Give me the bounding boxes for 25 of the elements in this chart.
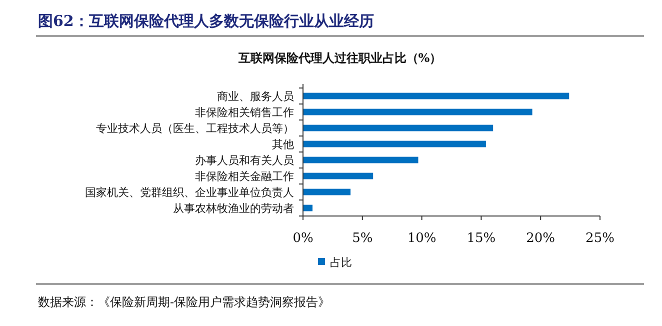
y-tick-label: 非保险相关销售工作 [195, 106, 294, 119]
x-tick-label: 0% [292, 231, 314, 246]
bar [303, 140, 486, 148]
chart-subtitle: 互联网保险代理人过往职业占比（%） [237, 51, 442, 65]
y-tick-label: 从事农林牧渔业的劳动者 [173, 202, 294, 215]
y-tick-label: 国家机关、党群组织、企业事业单位负责人 [85, 186, 294, 199]
source-note: 数据来源：《保险新周期-保险用户需求趋势洞察报告》 [38, 295, 330, 309]
chart-title: 图62：互联网保险代理人多数无保险行业从业经历 [38, 12, 374, 30]
x-tick-label: 15% [466, 231, 496, 246]
bar [303, 92, 570, 100]
y-tick-label: 其他 [272, 138, 294, 151]
x-tick-label: 5% [352, 231, 373, 246]
x-tick-label: 10% [407, 231, 436, 246]
x-tick-label: 25% [586, 231, 614, 246]
bar [303, 172, 374, 180]
y-tick-label: 办事人员和有关人员 [195, 154, 294, 167]
y-tick-label: 商业、服务人员 [217, 90, 294, 103]
bar [303, 188, 351, 196]
y-tick-label: 专业技术人员（医生、工程技术人员等） [96, 122, 294, 135]
bar [303, 156, 418, 164]
y-tick-label: 非保险相关金融工作 [195, 170, 294, 183]
bar [303, 124, 494, 132]
bar [303, 108, 532, 116]
legend-label: 占比 [330, 256, 352, 269]
x-tick-label: 20% [526, 231, 556, 246]
